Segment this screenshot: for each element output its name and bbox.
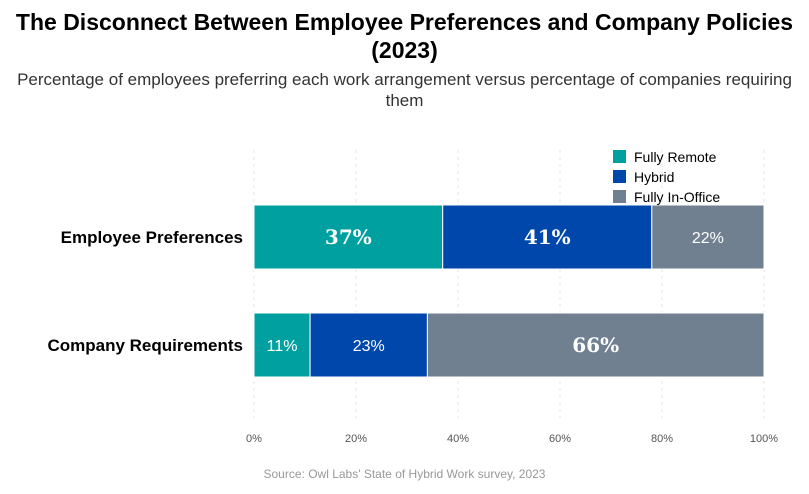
x-tick-label: 100%	[750, 433, 778, 445]
bar-segment	[426, 312, 765, 378]
category-label: Company Requirements	[47, 336, 243, 355]
legend-label: Hybrid	[634, 169, 674, 185]
x-tick-label: 20%	[345, 433, 367, 445]
data-label: 37%	[325, 225, 372, 249]
bar-segment	[309, 312, 428, 378]
legend-label: Fully In-Office	[634, 189, 720, 205]
legend-swatch	[613, 190, 626, 203]
x-tick-label: 60%	[549, 433, 571, 445]
bar-segment	[442, 204, 653, 270]
x-tick-label: 40%	[447, 433, 469, 445]
legend-swatch	[613, 150, 626, 163]
chart-title: The Disconnect Between Employee Preferen…	[15, 9, 794, 63]
chart-subtitle: Percentage of employees preferring each …	[17, 70, 792, 110]
data-label: 41%	[524, 225, 571, 249]
legend-swatch	[613, 170, 626, 183]
data-label: 66%	[572, 333, 619, 357]
legend-label: Fully Remote	[634, 149, 717, 165]
bar-segment	[253, 312, 311, 378]
data-label: 22%	[692, 230, 724, 247]
bar-segment	[253, 204, 444, 270]
bar-segment	[651, 204, 765, 270]
x-tick-label: 80%	[651, 433, 673, 445]
x-tick-label: 0%	[246, 433, 262, 445]
data-label: 23%	[353, 338, 385, 355]
source-note: Source: Owl Labs' State of Hybrid Work s…	[263, 467, 546, 481]
data-label: 11%	[267, 338, 298, 355]
category-label: Employee Preferences	[61, 228, 243, 247]
